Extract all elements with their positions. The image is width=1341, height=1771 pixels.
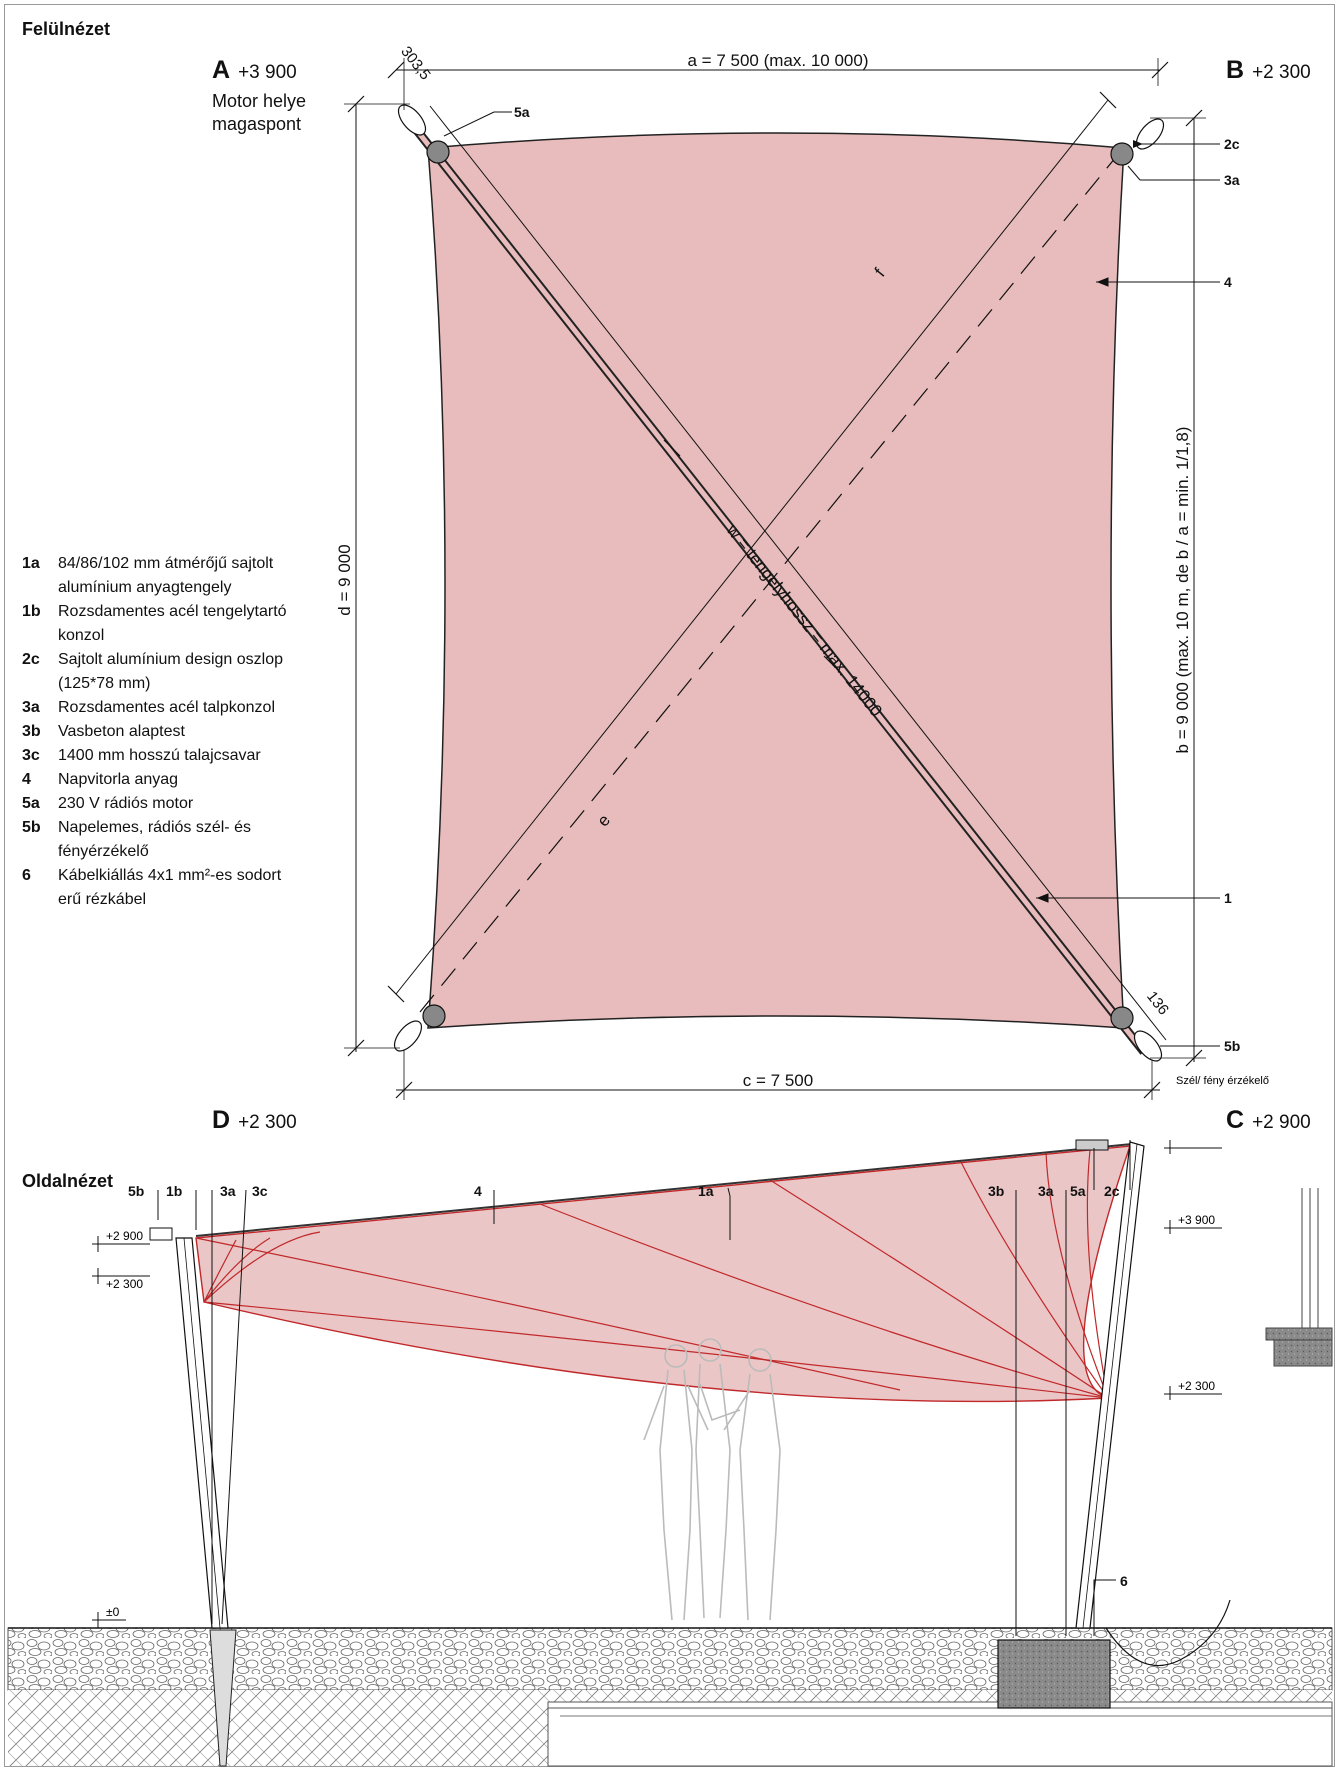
- level-2300-left: +2 300: [106, 1277, 143, 1291]
- soil-hatch-left: [8, 1690, 548, 1766]
- corner-b: B +2 300: [1226, 56, 1311, 84]
- dimension-d-label: d = 9 000: [335, 544, 354, 615]
- legend-item: 1b Rozsdamentes acél tengelytartó konzol: [22, 603, 287, 644]
- top-view-title: Felülnézet: [22, 19, 111, 39]
- corner-a-note: Motor helye magaspont: [212, 91, 307, 134]
- side-callout-3a: 3a: [220, 1183, 236, 1199]
- side-callout-2c: 2c: [1104, 1183, 1120, 1199]
- gravel-layer: [7, 1627, 1333, 1691]
- sail-side: [195, 1145, 1132, 1403]
- post-c: [1110, 1006, 1163, 1062]
- callout-3a: 3a: [1224, 172, 1240, 188]
- slab: [547, 1701, 1333, 1767]
- post-d: [393, 1004, 446, 1052]
- dimension-c-label: c = 7 500: [743, 1071, 813, 1090]
- legend-item: 2c Sajtolt alumínium design oszlop (125*7…: [22, 651, 284, 692]
- cable: [1105, 1599, 1231, 1667]
- axle-side: [195, 1143, 1133, 1237]
- legend-item: 3c 1400 mm hosszú talajcsavar: [22, 747, 261, 764]
- legend-item: 6 Kábelkiállás 4x1 mm²-es sodort erű rézk…: [22, 867, 282, 908]
- sensor-label: Szél/ fény érzékelő: [1176, 1075, 1269, 1087]
- callout-1: 1: [1224, 890, 1232, 906]
- level-markers: [92, 1140, 1222, 1628]
- corner-a: A +3 900: [212, 56, 297, 84]
- side-callout-6: 6: [1120, 1573, 1128, 1589]
- w-dimension-line: [429, 105, 1167, 1041]
- callout-4: 4: [1224, 274, 1232, 290]
- ground-screw: [209, 1629, 237, 1767]
- legend: 1a 84/86/102 mm átmérőjű sajtolt alumíniu…: [22, 552, 292, 912]
- corner-c: C +2 900: [1226, 1106, 1311, 1134]
- legend-item: 1a 84/86/102 mm átmérőjű sajtolt alumíniu…: [22, 555, 274, 596]
- legend-item: 4 Napvitorla anyag: [22, 771, 179, 788]
- building-edge: [1265, 1188, 1333, 1367]
- level-zero: ±0: [106, 1605, 120, 1619]
- side-callout-3b: 3b: [988, 1183, 1004, 1199]
- side-callout-5a: 5a: [1070, 1183, 1086, 1199]
- legend-item: 3a Rozsdamentes acél talpkonzol: [22, 699, 276, 716]
- dimension-b-label: b = 9 000 (max. 10 m, de b / a = min. 1/…: [1173, 427, 1192, 754]
- dimension-a-label: a = 7 500 (max. 10 000): [688, 51, 869, 70]
- corner-d: D +2 300: [212, 1106, 297, 1134]
- post-b: [1110, 118, 1165, 166]
- level-2300-right: +2 300: [1178, 1379, 1215, 1393]
- side-callout-4: 4: [474, 1183, 482, 1199]
- f-dimension-line: [395, 99, 1109, 995]
- side-callout-1a: 1a: [698, 1183, 714, 1199]
- concrete-foundation: [997, 1639, 1111, 1709]
- legend-item: 5a 230 V rádiós motor: [22, 795, 194, 812]
- side-leaders: [157, 1140, 1131, 1636]
- side-view-title: Oldalnézet: [22, 1171, 114, 1191]
- top-view: [344, 58, 1220, 1100]
- level-2900: +2 900: [106, 1229, 143, 1243]
- side-callout-3a-right: 3a: [1038, 1183, 1054, 1199]
- level-3900: +3 900: [1178, 1213, 1215, 1227]
- side-callout-3c: 3c: [252, 1183, 268, 1199]
- legend-item: 5b Napelemes, rádiós szél- és fényérzékel…: [22, 819, 251, 860]
- side-view: [7, 1139, 1333, 1767]
- callout-5b: 5b: [1224, 1038, 1240, 1054]
- small-dimension-bottom: 136: [1143, 988, 1172, 1018]
- legend-item: 3b Vasbeton alaptest: [22, 723, 185, 740]
- people-figures: [643, 1338, 781, 1621]
- post-a: [397, 104, 450, 164]
- motor-5a: [1075, 1139, 1109, 1151]
- side-callout-5b: 5b: [128, 1183, 144, 1199]
- callout-2c: 2c: [1224, 136, 1240, 152]
- side-callout-1b: 1b: [166, 1183, 182, 1199]
- callout-5a: 5a: [514, 104, 530, 120]
- sensor-5b: [149, 1227, 173, 1241]
